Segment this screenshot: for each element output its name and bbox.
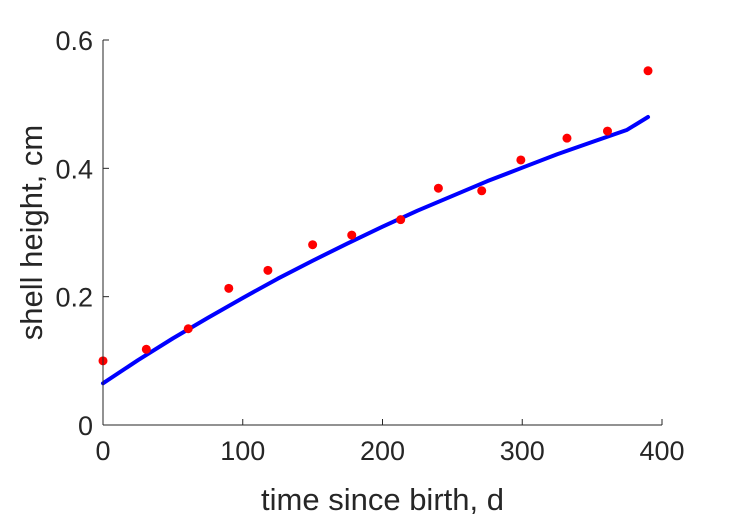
x-axis-label: time since birth, d: [261, 482, 504, 517]
plot-area: [98, 66, 653, 386]
x-tick-label: 200: [360, 436, 405, 466]
fit-curve-layer: [101, 115, 651, 386]
y-tick-label: 0.6: [55, 26, 93, 56]
y-tick-label: 0.2: [55, 283, 93, 313]
data-point: [183, 324, 193, 334]
x-axis-ticks: 0 100 200 300 400: [95, 419, 685, 466]
data-point: [396, 215, 406, 225]
data-points-layer: [98, 66, 653, 366]
data-point: [141, 344, 151, 354]
data-point: [602, 126, 612, 136]
data-point: [433, 183, 443, 193]
data-point: [263, 265, 273, 275]
axes: 0 100 200 300 400 0 0.2 0.4 0.6: [55, 26, 684, 466]
fit-curve: [101, 115, 651, 386]
data-point: [347, 230, 357, 240]
x-tick-label: 0: [95, 436, 110, 466]
y-axis-label: shell height, cm: [14, 125, 49, 340]
y-tick-label: 0.4: [55, 154, 93, 184]
y-axis-ticks: 0 0.2 0.4 0.6: [55, 26, 109, 441]
x-tick-label: 400: [639, 436, 684, 466]
data-point: [516, 155, 526, 165]
data-point: [224, 283, 234, 293]
data-point: [562, 133, 572, 143]
data-point: [643, 66, 653, 76]
data-point: [308, 240, 318, 250]
data-point: [477, 186, 487, 196]
x-tick-label: 300: [500, 436, 545, 466]
y-tick-label: 0: [78, 411, 93, 441]
x-tick-label: 100: [220, 436, 265, 466]
